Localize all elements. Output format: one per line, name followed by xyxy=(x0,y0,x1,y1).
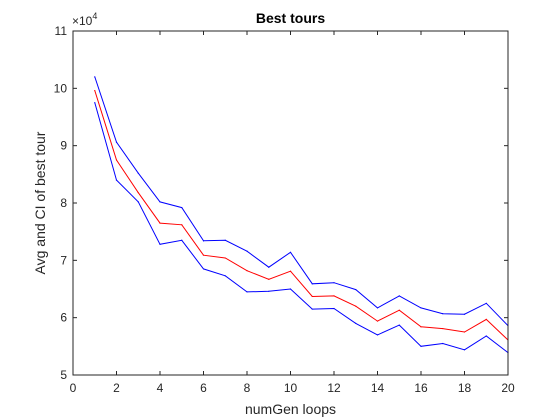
x-tick-label: 2 xyxy=(113,381,120,395)
y-exponent-base: ×10 xyxy=(72,14,93,28)
y-axis-exponent: ×104 xyxy=(72,11,97,28)
series-line-2 xyxy=(94,102,509,353)
data-point xyxy=(246,270,248,272)
series-line-0 xyxy=(94,76,509,327)
data-point xyxy=(463,349,466,351)
y-axis-label: Avg and CI of best tour xyxy=(32,131,48,274)
data-point xyxy=(398,324,400,326)
x-axis-ticks: 0 2 4 6 8 10 12 14 16 18 20 xyxy=(70,31,515,395)
x-tick-label: 12 xyxy=(327,381,341,395)
data-point xyxy=(115,141,118,143)
data-point xyxy=(442,342,444,345)
data-point xyxy=(420,307,422,309)
data-point xyxy=(115,179,118,181)
data-point xyxy=(202,254,205,256)
data-point xyxy=(398,295,400,297)
data-point xyxy=(224,239,226,241)
x-tick-label: 4 xyxy=(157,381,164,395)
y-tick-label: 5 xyxy=(60,368,67,382)
x-axis-label: numGen loops xyxy=(245,401,336,417)
data-point xyxy=(485,335,487,337)
data-point xyxy=(355,305,357,307)
x-tick-label: 14 xyxy=(371,381,385,395)
data-point xyxy=(159,243,161,245)
x-tick-label: 10 xyxy=(284,381,298,395)
series-line-1 xyxy=(94,90,509,341)
series-0 xyxy=(94,76,509,327)
data-point xyxy=(137,192,139,194)
data-point xyxy=(311,283,313,285)
data-point xyxy=(159,201,161,203)
data-point xyxy=(333,282,335,284)
y-tick-label: 11 xyxy=(55,24,68,38)
x-tick-label: 18 xyxy=(458,381,472,395)
data-point xyxy=(376,307,379,309)
data-point xyxy=(485,318,487,320)
y-tick-label: 6 xyxy=(60,311,67,325)
data-point xyxy=(115,159,118,161)
data-point xyxy=(485,302,487,304)
data-point xyxy=(289,288,292,290)
data-point xyxy=(268,278,270,280)
data-point xyxy=(94,76,96,78)
x-tick-label: 6 xyxy=(200,381,207,395)
data-point xyxy=(94,102,96,104)
data-point xyxy=(137,201,139,203)
data-point xyxy=(268,290,270,292)
data-point xyxy=(181,206,183,209)
data-point xyxy=(289,270,292,272)
data-point xyxy=(333,295,335,297)
series-2 xyxy=(94,102,509,354)
y-axis-ticks: 5 6 7 8 9 10 11 xyxy=(54,24,508,382)
data-point xyxy=(355,288,357,291)
x-tick-label: 0 xyxy=(70,381,77,395)
y-tick-label: 10 xyxy=(54,81,68,95)
data-point xyxy=(442,313,444,315)
y-tick-label: 8 xyxy=(60,196,67,210)
data-point xyxy=(224,257,226,259)
data-point xyxy=(420,345,422,347)
series-layer xyxy=(94,76,509,354)
data-point xyxy=(202,240,205,242)
data-point xyxy=(420,326,422,328)
data-point xyxy=(398,309,400,311)
data-point xyxy=(463,331,466,333)
data-point xyxy=(289,251,292,253)
data-point xyxy=(355,322,357,324)
data-point xyxy=(246,291,248,293)
y-exponent-power: 4 xyxy=(92,11,97,21)
data-point xyxy=(246,250,248,252)
y-tick-label: 9 xyxy=(60,139,67,153)
plot-area xyxy=(73,31,508,375)
x-tick-label: 8 xyxy=(244,381,251,395)
data-point xyxy=(376,320,379,322)
x-tick-label: 20 xyxy=(501,381,515,395)
data-point xyxy=(224,275,226,277)
data-point xyxy=(376,334,379,336)
data-point xyxy=(181,239,183,241)
series-1 xyxy=(94,90,509,341)
data-point xyxy=(137,172,139,174)
data-point xyxy=(181,224,183,226)
data-point xyxy=(442,327,444,330)
data-point xyxy=(202,268,205,270)
data-point xyxy=(311,308,313,310)
data-point xyxy=(94,90,96,92)
chart-title: Best tours xyxy=(256,10,325,26)
data-point xyxy=(159,222,161,224)
data-point xyxy=(333,307,335,310)
data-point xyxy=(268,266,270,268)
y-tick-label: 7 xyxy=(60,253,67,267)
data-point xyxy=(311,295,313,298)
x-tick-label: 16 xyxy=(414,381,428,395)
data-point xyxy=(463,313,466,315)
